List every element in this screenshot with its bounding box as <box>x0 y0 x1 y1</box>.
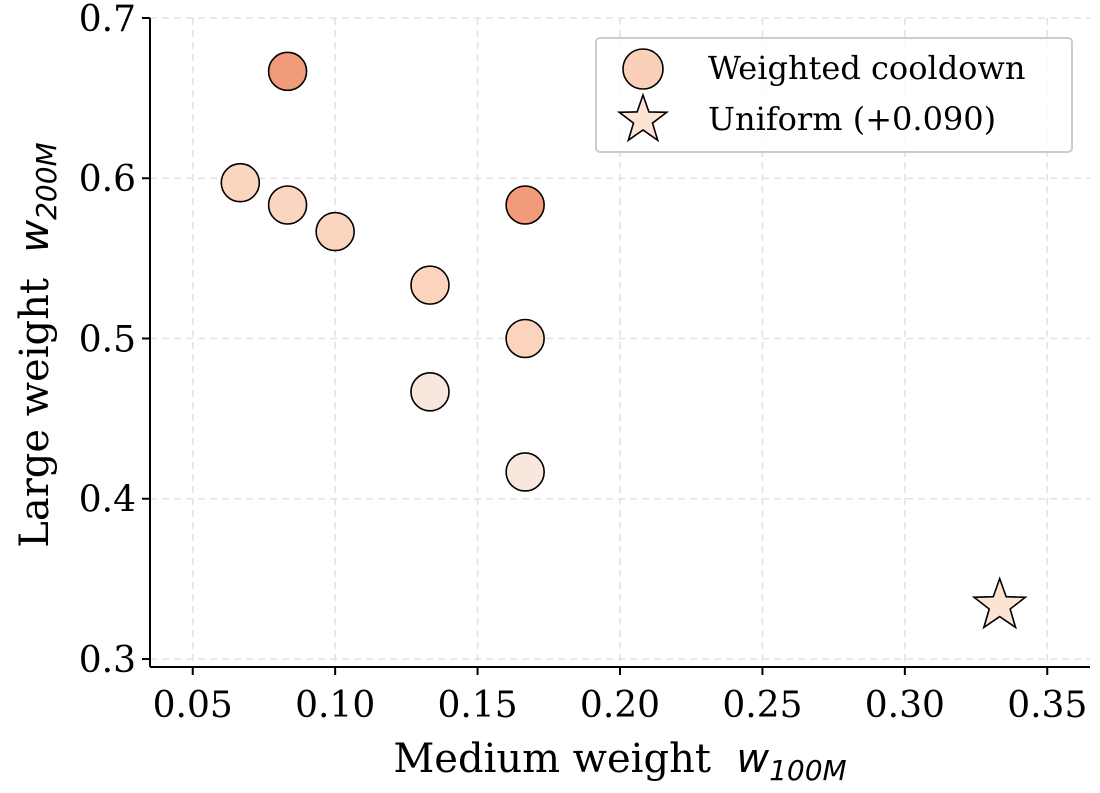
uniform-star-point <box>971 576 1028 630</box>
weighted-cooldown-point <box>267 185 308 225</box>
weighted-cooldown-point <box>410 372 450 412</box>
weighted-cooldown-point <box>410 265 450 305</box>
legend-box <box>595 37 1073 153</box>
weighted-cooldown-point <box>315 211 355 252</box>
x-tick-label: 0.30 <box>865 685 945 726</box>
x-tick-label: 0.25 <box>722 685 802 726</box>
x-ticks: 0.05 0.10 0.15 0.20 0.25 0.30 0.35 <box>153 667 1087 726</box>
y-tick-label: 0.7 <box>79 0 136 40</box>
legend-label-weighted-cooldown: Weighted cooldown <box>708 49 1025 87</box>
x-tick-label: 0.05 <box>153 685 233 726</box>
y-axis-subscript: 200M <box>30 142 63 220</box>
x-axis-variable: w <box>736 736 769 782</box>
y-ticks: 0.3 0.4 0.5 0.6 0.7 <box>79 0 150 681</box>
weighted-cooldown-point <box>220 162 261 203</box>
x-tick-label: 0.35 <box>1007 685 1087 726</box>
y-axis-variable: w <box>12 220 58 253</box>
weighted-cooldown-point <box>505 452 545 492</box>
x-axis-subscript: 100M <box>769 754 847 787</box>
legend-marker-weighted-cooldown <box>622 48 664 90</box>
weighted-cooldown-point <box>505 185 545 225</box>
weighted-cooldown-point <box>505 318 545 359</box>
x-axis-label: Medium weight w100M <box>393 736 846 787</box>
legend-label-uniform: Uniform (+0.090) <box>708 100 996 138</box>
legend-marker-uniform <box>616 92 670 143</box>
x-tick-label: 0.10 <box>295 685 375 726</box>
y-tick-label: 0.4 <box>79 480 136 521</box>
y-axis-label: Large weight w200M <box>12 142 63 547</box>
y-tick-label: 0.3 <box>79 640 136 681</box>
weighted-cooldown-point <box>267 51 308 92</box>
legend: Weighted cooldown Uniform (+0.090) <box>595 37 1073 153</box>
data-points <box>220 51 1028 630</box>
y-tick-label: 0.5 <box>79 319 136 360</box>
x-tick-label: 0.20 <box>580 685 660 726</box>
x-tick-label: 0.15 <box>437 685 517 726</box>
y-tick-label: 0.6 <box>79 159 136 200</box>
